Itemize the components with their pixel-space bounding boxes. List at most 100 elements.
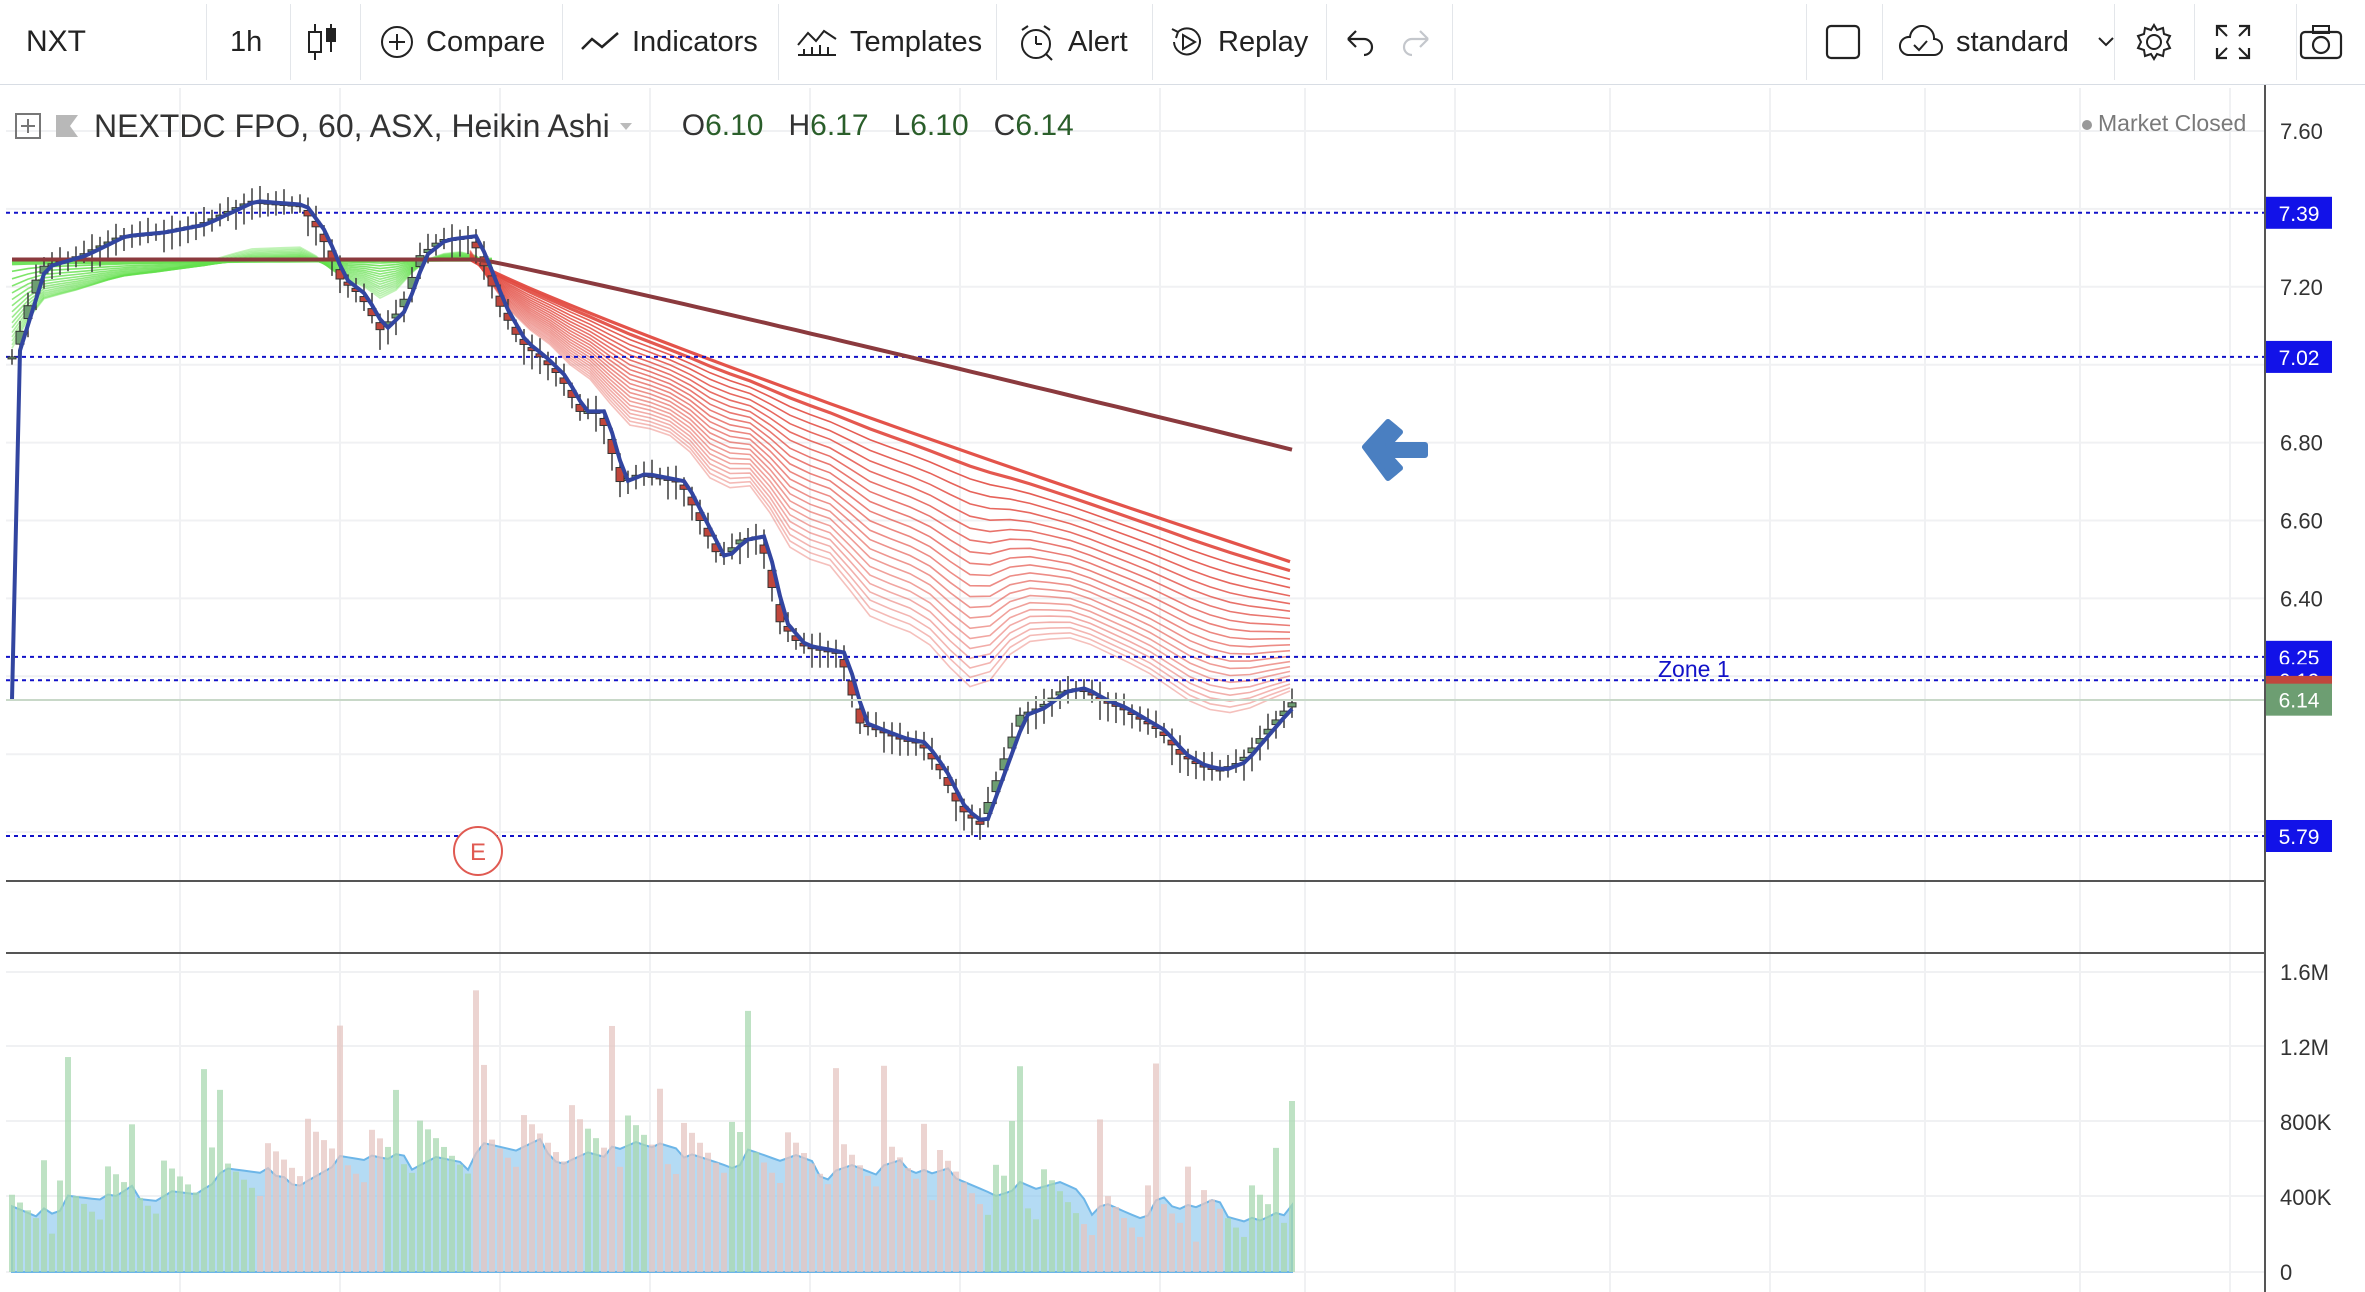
toolbar-divider <box>1326 4 1327 80</box>
volume-bar <box>617 1166 623 1272</box>
legend-title[interactable]: NEXTDC FPO, 60, ASX, Heikin Ashi <box>94 107 610 144</box>
ma-ribbon-red-line <box>469 257 1291 573</box>
symbol-search-button[interactable]: NXT <box>26 0 86 84</box>
volume-bar <box>873 1186 879 1272</box>
candlesticks <box>7 185 1297 840</box>
chevron-down-icon[interactable] <box>618 121 634 131</box>
price-badge <box>2266 683 2332 716</box>
volume-bar <box>633 1125 639 1272</box>
volume-bar <box>473 990 479 1272</box>
ma-ribbon-red-line <box>469 250 1291 703</box>
flag-icon[interactable] <box>54 113 80 139</box>
price-axis[interactable]: 7.397.026.256.195.796.166.147.607.206.80… <box>2266 119 2332 852</box>
redo-button[interactable] <box>1400 0 1432 84</box>
volume-bar <box>441 1146 447 1272</box>
volume-bar <box>545 1142 551 1272</box>
undo-button[interactable] <box>1344 0 1376 84</box>
volume-bar <box>849 1154 855 1272</box>
collapse-plus-icon[interactable] <box>14 112 42 140</box>
volume-bar <box>313 1131 319 1272</box>
volume-bar <box>1001 1175 1007 1272</box>
price-axis-tick: 6.80 <box>2280 431 2323 456</box>
volume-bar <box>209 1147 215 1272</box>
price-axis-tick: 6.40 <box>2280 586 2323 611</box>
earnings-marker[interactable]: E <box>453 826 503 876</box>
horizontal-level-lines[interactable] <box>6 211 2265 837</box>
legend-high: 6.17 <box>810 109 869 142</box>
volume-bar <box>369 1129 375 1272</box>
volume-bar <box>1121 1217 1127 1272</box>
price-axis-tick: 7.20 <box>2280 275 2323 300</box>
square-icon <box>1825 24 1861 60</box>
volume-bar <box>817 1173 823 1272</box>
volume-bar <box>57 1180 63 1272</box>
layout-save-button[interactable]: standard <box>1896 0 2115 84</box>
volume-bar <box>393 1089 399 1272</box>
volume-bar <box>409 1172 415 1272</box>
volume-bar <box>281 1159 287 1272</box>
volume-bar <box>305 1118 311 1272</box>
ma-ribbon-red-line <box>469 252 1291 690</box>
volume-bar <box>505 1157 511 1272</box>
volume-bar <box>1137 1236 1143 1272</box>
volume-bar <box>721 1172 727 1272</box>
volume-bar <box>1129 1227 1135 1272</box>
replay-button[interactable]: Replay <box>1168 0 1308 84</box>
market-status: Market Closed <box>2082 110 2246 137</box>
fullscreen-box-button[interactable] <box>1824 0 1862 84</box>
price-level-badge-label: 6.25 <box>2279 647 2320 670</box>
volume-axis[interactable]: 1.6M 1.2M 800K 400K 0 <box>2280 960 2332 1285</box>
settings-button[interactable] <box>2134 0 2174 84</box>
volume-bar <box>1249 1185 1255 1272</box>
volume-bar <box>1097 1119 1103 1272</box>
compare-button[interactable]: Compare <box>380 0 545 84</box>
moving-average-fast-line <box>10 199 1294 822</box>
volume-bar <box>217 1089 223 1272</box>
volume-axis-tick: 1.6M <box>2280 960 2329 985</box>
indicators-button[interactable]: Indicators <box>580 0 758 84</box>
fullscreen-button[interactable] <box>2214 0 2252 84</box>
volume-bar <box>129 1124 135 1272</box>
interval-button[interactable]: 1h <box>230 0 262 84</box>
alert-button[interactable]: Alert <box>1016 0 1128 84</box>
volume-bar <box>153 1213 159 1272</box>
candles-icon <box>308 24 336 60</box>
volume-bar <box>457 1164 463 1272</box>
ma-ribbon-red-line <box>469 258 1291 564</box>
volume-bar <box>737 1132 743 1272</box>
volume-bar <box>97 1219 103 1272</box>
volume-bar <box>321 1140 327 1272</box>
volume-bar <box>425 1129 431 1272</box>
volume-bar <box>105 1166 111 1272</box>
chart-style-button[interactable] <box>306 0 340 84</box>
volume-bar <box>497 1148 503 1272</box>
toolbar-divider <box>562 4 563 80</box>
toolbar-divider <box>360 4 361 80</box>
volume-bar <box>73 1196 79 1272</box>
volume-bar <box>449 1155 455 1272</box>
price-level-badge-label: 7.02 <box>2279 347 2320 370</box>
volume-bar <box>1081 1224 1087 1272</box>
expand-icon <box>2215 24 2251 60</box>
volume-bar <box>905 1168 911 1272</box>
snapshot-button[interactable] <box>2298 0 2344 84</box>
volume-bar <box>1065 1202 1071 1272</box>
price-level-badge-label: 7.39 <box>2279 203 2320 226</box>
legend-close: 6.14 <box>1015 109 1074 142</box>
chart-grid <box>6 88 2265 1292</box>
volume-axis-tick: 0 <box>2280 1260 2292 1285</box>
volume-bar <box>1009 1120 1015 1272</box>
volume-bar <box>17 1202 23 1272</box>
legend-low: 6.10 <box>910 109 969 142</box>
templates-icon <box>797 29 837 56</box>
candle-body <box>1287 702 1297 708</box>
ma-ribbon-red-line <box>469 251 1291 697</box>
volume-bar <box>417 1120 423 1272</box>
replay-label: Replay <box>1218 25 1309 58</box>
arrow-left-icon[interactable] <box>1362 419 1428 481</box>
volume-bar <box>49 1233 55 1272</box>
templates-button[interactable]: Templates <box>796 0 982 84</box>
volume-bar <box>1153 1063 1159 1272</box>
volume-bar <box>185 1184 191 1272</box>
